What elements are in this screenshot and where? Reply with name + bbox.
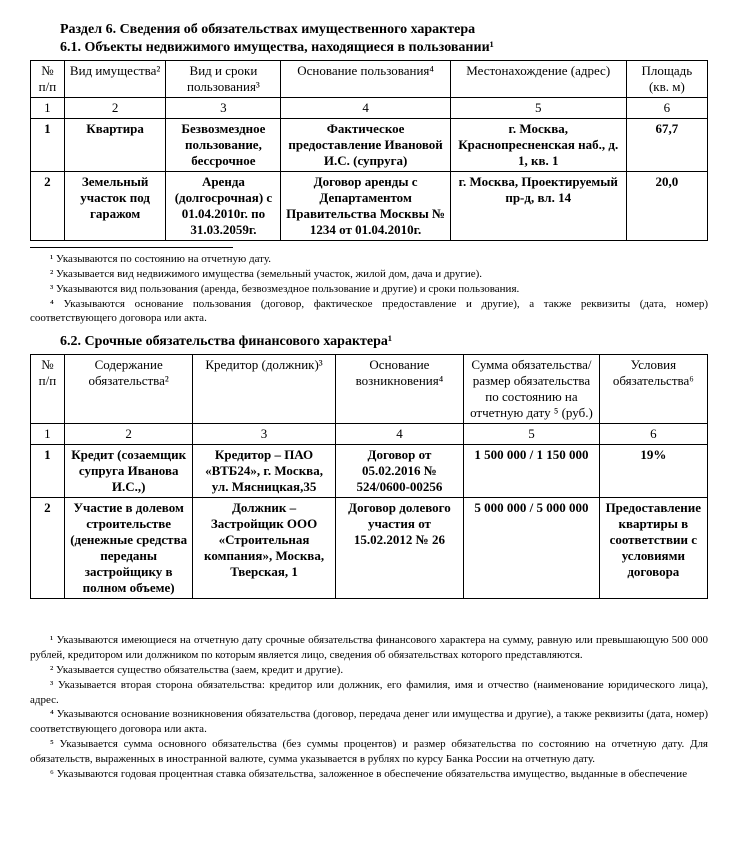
col-header: Условия обязательства⁶ xyxy=(599,355,707,424)
table-header-row: № п/п Содержание обязательства² Кредитор… xyxy=(31,355,708,424)
col-num: 5 xyxy=(464,424,599,445)
col-header: Площадь (кв. м) xyxy=(626,61,707,98)
col-num: 1 xyxy=(31,424,65,445)
cell-num: 2 xyxy=(31,172,65,241)
footnote: ³ Указывается вторая сторона обязательст… xyxy=(30,678,708,708)
footnote: ¹ Указываются по состоянию на отчетную д… xyxy=(30,252,708,267)
cell-kind: Квартира xyxy=(64,119,166,172)
col-num: 2 xyxy=(64,98,166,119)
cell-addr: г. Москва, Проектируемый пр-д, вл. 14 xyxy=(450,172,626,241)
col-num: 6 xyxy=(626,98,707,119)
table-numbering-row: 1 2 3 4 5 6 xyxy=(31,98,708,119)
col-header: Основание возникновения⁴ xyxy=(335,355,464,424)
subsection-61-title: 6.1. Объекты недвижимого имущества, нахо… xyxy=(60,40,708,56)
col-header: Вид имущества² xyxy=(64,61,166,98)
table-header-row: № п/п Вид имущества² Вид и сроки пользов… xyxy=(31,61,708,98)
table-row: 2 Земельный участок под гаражом Аренда (… xyxy=(31,172,708,241)
cell-usage: Безвозмездное пользование, бессрочное xyxy=(166,119,281,172)
cell-num: 1 xyxy=(31,119,65,172)
cell-basis: Фактическое предоставление Ивановой И.С.… xyxy=(281,119,450,172)
table-62: № п/п Содержание обязательства² Кредитор… xyxy=(30,354,708,599)
footnotes-62: ¹ Указываются имеющиеся на отчетную дату… xyxy=(30,633,708,781)
col-header: Сумма обязательства/размер обязательства… xyxy=(464,355,599,424)
cell-creditor: Кредитор – ПАО «ВТБ24», г. Москва, ул. М… xyxy=(193,445,335,498)
footnote: ² Указывается существо обязательства (за… xyxy=(30,663,708,678)
table-row: 1 Квартира Безвозмездное пользование, бе… xyxy=(31,119,708,172)
cell-usage: Аренда (долгосрочная) с 01.04.2010г. по … xyxy=(166,172,281,241)
cell-content: Участие в долевом строительстве (денежны… xyxy=(64,498,193,599)
cell-sum: 1 500 000 / 1 150 000 xyxy=(464,445,599,498)
col-num: 4 xyxy=(335,424,464,445)
col-header: Кредитор (должник)³ xyxy=(193,355,335,424)
cell-area: 67,7 xyxy=(626,119,707,172)
col-header: Содержание обязательства² xyxy=(64,355,193,424)
cell-basis: Договор от 05.02.2016 № 524/0600-00256 xyxy=(335,445,464,498)
cell-num: 2 xyxy=(31,498,65,599)
footnote: ⁴ Указываются основание пользования (дог… xyxy=(30,297,708,327)
subsection-62-title: 6.2. Срочные обязательства финансового х… xyxy=(60,334,708,350)
col-num: 4 xyxy=(281,98,450,119)
cell-creditor: Должник – Застройщик ООО «Строительная к… xyxy=(193,498,335,599)
col-num: 3 xyxy=(166,98,281,119)
col-num: 1 xyxy=(31,98,65,119)
footnote: ⁵ Указывается сумма основного обязательс… xyxy=(30,737,708,767)
table-row: 2 Участие в долевом строительстве (денеж… xyxy=(31,498,708,599)
cell-num: 1 xyxy=(31,445,65,498)
cell-kind: Земельный участок под гаражом xyxy=(64,172,166,241)
table-row: 1 Кредит (созаемщик супруга Иванова И.С.… xyxy=(31,445,708,498)
cell-content: Кредит (созаемщик супруга Иванова И.С.,) xyxy=(64,445,193,498)
footnote: ² Указывается вид недвижимого имущества … xyxy=(30,267,708,282)
footnote: ³ Указываются вид пользования (аренда, б… xyxy=(30,282,708,297)
footnote: ¹ Указываются имеющиеся на отчетную дату… xyxy=(30,633,708,663)
footnote: ⁶ Указываются годовая процентная ставка … xyxy=(30,767,708,782)
cell-terms: 19% xyxy=(599,445,707,498)
col-num: 6 xyxy=(599,424,707,445)
footnote-separator xyxy=(30,247,233,248)
cell-sum: 5 000 000 / 5 000 000 xyxy=(464,498,599,599)
col-header: № п/п xyxy=(31,355,65,424)
section-title: Раздел 6. Сведения об обязательствах иму… xyxy=(60,22,708,38)
cell-basis: Договор аренды с Департаментом Правитель… xyxy=(281,172,450,241)
footnote: ⁴ Указываются основание возникновения об… xyxy=(30,707,708,737)
col-header: Вид и сроки пользования³ xyxy=(166,61,281,98)
col-num: 5 xyxy=(450,98,626,119)
col-num: 2 xyxy=(64,424,193,445)
col-num: 3 xyxy=(193,424,335,445)
cell-basis: Договор долевого участия от 15.02.2012 №… xyxy=(335,498,464,599)
col-header: № п/п xyxy=(31,61,65,98)
footnotes-61: ¹ Указываются по состоянию на отчетную д… xyxy=(30,252,708,326)
table-numbering-row: 1 2 3 4 5 6 xyxy=(31,424,708,445)
cell-terms: Предоставление квартиры в соответствии с… xyxy=(599,498,707,599)
col-header: Основание пользования⁴ xyxy=(281,61,450,98)
table-61: № п/п Вид имущества² Вид и сроки пользов… xyxy=(30,60,708,241)
cell-area: 20,0 xyxy=(626,172,707,241)
col-header: Местонахождение (адрес) xyxy=(450,61,626,98)
cell-addr: г. Москва, Краснопресненская наб., д. 1,… xyxy=(450,119,626,172)
